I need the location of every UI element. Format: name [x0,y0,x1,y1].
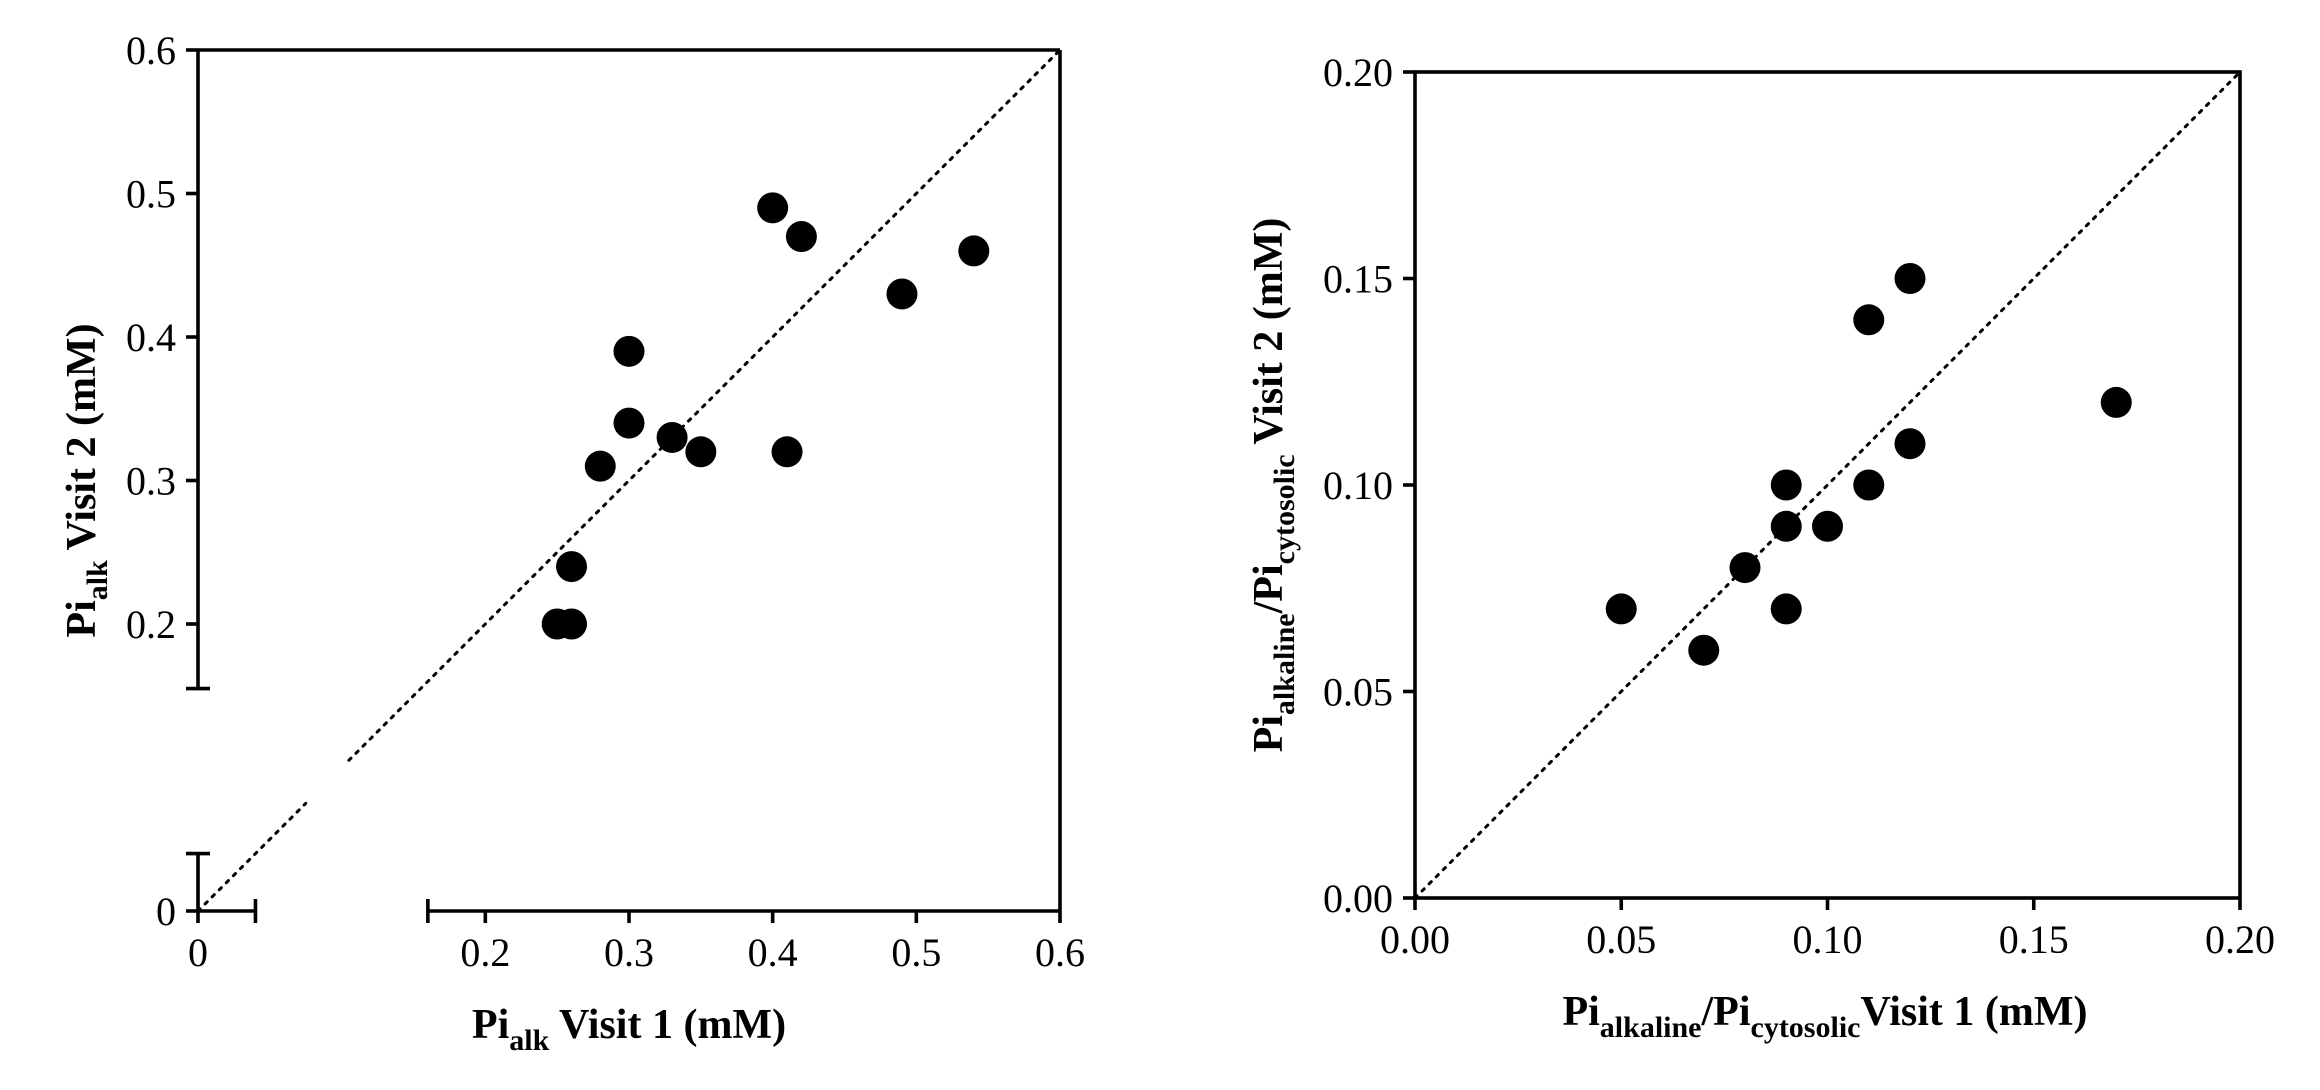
x-axis-title-mid: /Pi [1701,989,1751,1035]
data-point [1894,263,1926,294]
data-point [785,221,817,253]
right-scatter-chart: 0.00 0.05 0.10 0.15 0.20 0.00 0.05 0.10 0.15 0.20… [1246,50,2275,1044]
x-tick-label: 0.10 [1793,917,1863,962]
data-point [613,335,645,367]
x-tick-label: 0.5 [891,930,941,975]
identity-line [1413,70,2242,900]
data-point [1812,510,1843,542]
data-point [1853,469,1885,501]
data-point [1770,510,1802,542]
y-tick-label: 0.3 [126,459,176,504]
y-tick-label: 0 [156,889,176,934]
identity-line-high [347,48,1062,762]
data-point [556,608,588,640]
y-axis-title-subscript: alkaline [1268,613,1301,715]
x-tick-label: 0.20 [2205,917,2275,962]
data-point [1688,634,1720,666]
x-axis-title: Pialk Visit 1 (mM) [472,1002,786,1057]
x-tick-label: 0.05 [1586,917,1656,962]
data-point [584,450,616,482]
y-tick-label: 0.10 [1323,463,1393,508]
y-axis-title-subscript: alk [81,560,114,600]
data-point [1894,428,1926,460]
y-tick-label: 0.00 [1323,876,1393,921]
x-axis-title-main: Pi [1562,989,1600,1035]
y-axis-title: Pialkaline/Picytosolic Visit 2 (mM) [1246,218,1301,753]
y-tick-label: 0.15 [1323,257,1393,302]
y-axis-title-subscript-2: cytosolic [1268,454,1301,564]
data-point [886,278,918,310]
y-tick-label: 0.2 [126,602,176,647]
x-axis-title-subscript-2: cytosolic [1751,1011,1861,1044]
x-tick-label: 0.3 [604,930,654,975]
y-axis-title-main: Pi [59,600,105,638]
x-tick-label: 0 [188,930,208,975]
data-point [656,421,688,453]
y-axis-title: Pialk Visit 2 (mM) [59,323,114,637]
x-tick-label: 0.15 [1999,917,2069,962]
x-axis-title: Pialkaline/PicytosolicVisit 1 (mM) [1562,989,2087,1044]
data-point [958,235,990,267]
x-axis-title-subscript: alkaline [1600,1011,1702,1044]
y-tick-label: 0.5 [126,172,176,217]
x-axis-title-rest: Visit 1 (mM) [549,1002,786,1048]
data-point [771,436,803,468]
data-point [556,551,588,583]
y-tick-label: 0.6 [126,28,176,73]
data-point [1605,593,1637,625]
data-point [613,407,645,439]
data-point [757,192,789,224]
y-axis-title-mid: /Pi [1246,564,1292,614]
data-point [1770,469,1802,501]
data-point [1729,552,1761,584]
y-axis-title-rest: Visit 2 (mM) [1246,218,1292,455]
x-tick-label: 0.4 [748,930,798,975]
x-axis-title-main: Pi [472,1002,510,1048]
x-axis-title-subscript: alk [509,1024,549,1057]
x-tick-label: 0.00 [1380,917,1450,962]
y-tick-label: 0.05 [1323,670,1393,715]
data-point [1770,593,1802,625]
data-point [2100,386,2132,418]
x-tick-label: 0.2 [460,930,510,975]
data-point [685,436,717,468]
data-point [1853,304,1885,336]
y-tick-label: 0.20 [1323,50,1393,95]
identity-line-low [196,801,308,913]
y-axis-title-rest: Visit 2 (mM) [59,323,105,560]
x-axis-title-rest: Visit 1 (mM) [1860,989,2087,1035]
y-axis-title-main: Pi [1246,715,1292,753]
y-tick-label: 0.4 [126,315,176,360]
x-tick-label: 0.6 [1035,930,1085,975]
